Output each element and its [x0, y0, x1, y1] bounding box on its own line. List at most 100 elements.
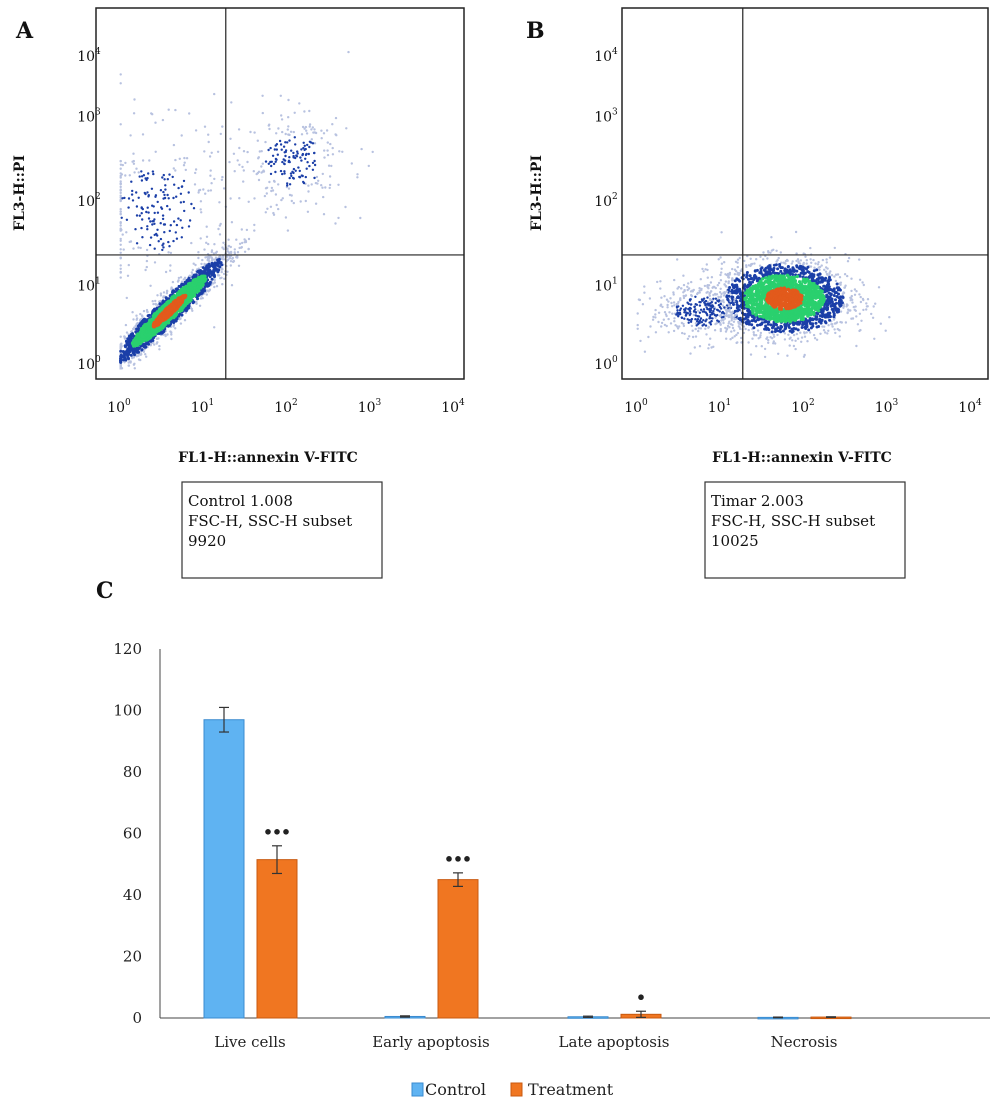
event-dot: [813, 337, 817, 340]
event-dot: [227, 238, 230, 241]
event-dot: [749, 353, 753, 356]
event-dot: [682, 283, 686, 287]
event-dot: [312, 131, 315, 134]
event-dot: [657, 311, 661, 314]
event-dot: [222, 247, 225, 251]
event-dot: [718, 305, 722, 309]
event-dot: [124, 351, 128, 355]
event-dot: [220, 270, 223, 274]
event-dot: [272, 211, 275, 215]
event-dot: [125, 296, 128, 300]
event-dot: [850, 289, 853, 293]
event-dot: [812, 258, 815, 262]
event-dot: [128, 360, 131, 363]
event-dot: [141, 159, 145, 162]
event-dot: [780, 261, 783, 264]
event-dot: [218, 233, 222, 236]
event-dot: [272, 179, 276, 183]
event-dot: [705, 318, 708, 321]
event-dot: [205, 235, 209, 238]
event-dot: [121, 233, 124, 236]
event-dot: [720, 311, 724, 314]
event-dot: [210, 277, 214, 281]
event-dot: [127, 364, 130, 367]
event-dot: [328, 183, 332, 187]
event-dot: [154, 121, 157, 124]
event-dot: [274, 160, 277, 163]
event-dot: [808, 331, 812, 334]
event-dot: [119, 180, 122, 183]
event-dot: [790, 262, 793, 265]
event-dot: [733, 273, 737, 276]
event-dot: [849, 296, 852, 299]
event-dot: [323, 156, 326, 159]
event-dot: [739, 323, 742, 326]
event-dot: [743, 312, 747, 316]
event-dot: [684, 294, 687, 298]
event-dot: [144, 192, 147, 196]
event-dot: [135, 205, 139, 208]
event-dot: [779, 324, 783, 328]
event-dot: [772, 263, 776, 267]
event-dot: [643, 350, 647, 353]
event-dot: [271, 189, 275, 192]
event-dot: [701, 267, 704, 271]
event-dot: [212, 252, 216, 255]
event-dot: [680, 321, 684, 325]
event-dot: [327, 164, 331, 167]
event-dot: [665, 314, 668, 318]
event-dot: [178, 157, 181, 160]
event-dot: [127, 197, 131, 200]
event-dot: [662, 318, 665, 321]
event-dot: [281, 160, 284, 164]
event-dot: [188, 274, 191, 278]
event-dot: [207, 140, 210, 144]
event-dot: [158, 344, 161, 348]
event-dot: [148, 243, 152, 247]
event-dot: [274, 193, 278, 196]
event-dot: [714, 293, 717, 296]
event-dot: [208, 288, 212, 291]
event-dot: [119, 221, 122, 225]
event-dot: [246, 160, 249, 164]
event-dot: [132, 159, 135, 163]
event-dot: [231, 257, 234, 260]
event-dot: [283, 170, 286, 173]
event-dot: [660, 325, 663, 328]
event-dot: [834, 298, 837, 302]
event-dot: [156, 211, 160, 214]
event-dot: [198, 304, 202, 307]
event-dot: [719, 273, 722, 277]
event-dot: [180, 134, 183, 137]
event-dot: [770, 236, 773, 239]
event-dot: [657, 320, 660, 324]
event-dot: [166, 178, 169, 181]
event-dot: [805, 259, 808, 262]
event-dot: [124, 161, 127, 165]
event-dot: [245, 228, 249, 232]
event-dot: [745, 275, 749, 279]
event-dot: [807, 270, 811, 274]
event-dot: [192, 207, 196, 210]
event-dot: [135, 191, 138, 194]
y-tick-label: 104: [77, 47, 101, 65]
event-dot: [294, 143, 297, 146]
event-dot: [145, 265, 148, 269]
event-dot: [821, 258, 825, 262]
event-dot: [703, 284, 707, 288]
event-dot: [673, 317, 676, 320]
event-dot: [166, 204, 169, 208]
event-dot: [305, 132, 309, 135]
event-dot: [238, 246, 241, 250]
event-dot: [203, 150, 206, 153]
event-dot: [194, 171, 197, 175]
event-dot: [748, 274, 752, 278]
event-dot: [298, 102, 301, 105]
event-dot: [740, 336, 743, 340]
event-dot: [235, 238, 238, 241]
event-dot: [694, 295, 697, 298]
event-dot: [872, 305, 875, 308]
event-dot: [247, 200, 250, 203]
event-dot: [147, 211, 150, 214]
event-dot: [689, 352, 692, 355]
